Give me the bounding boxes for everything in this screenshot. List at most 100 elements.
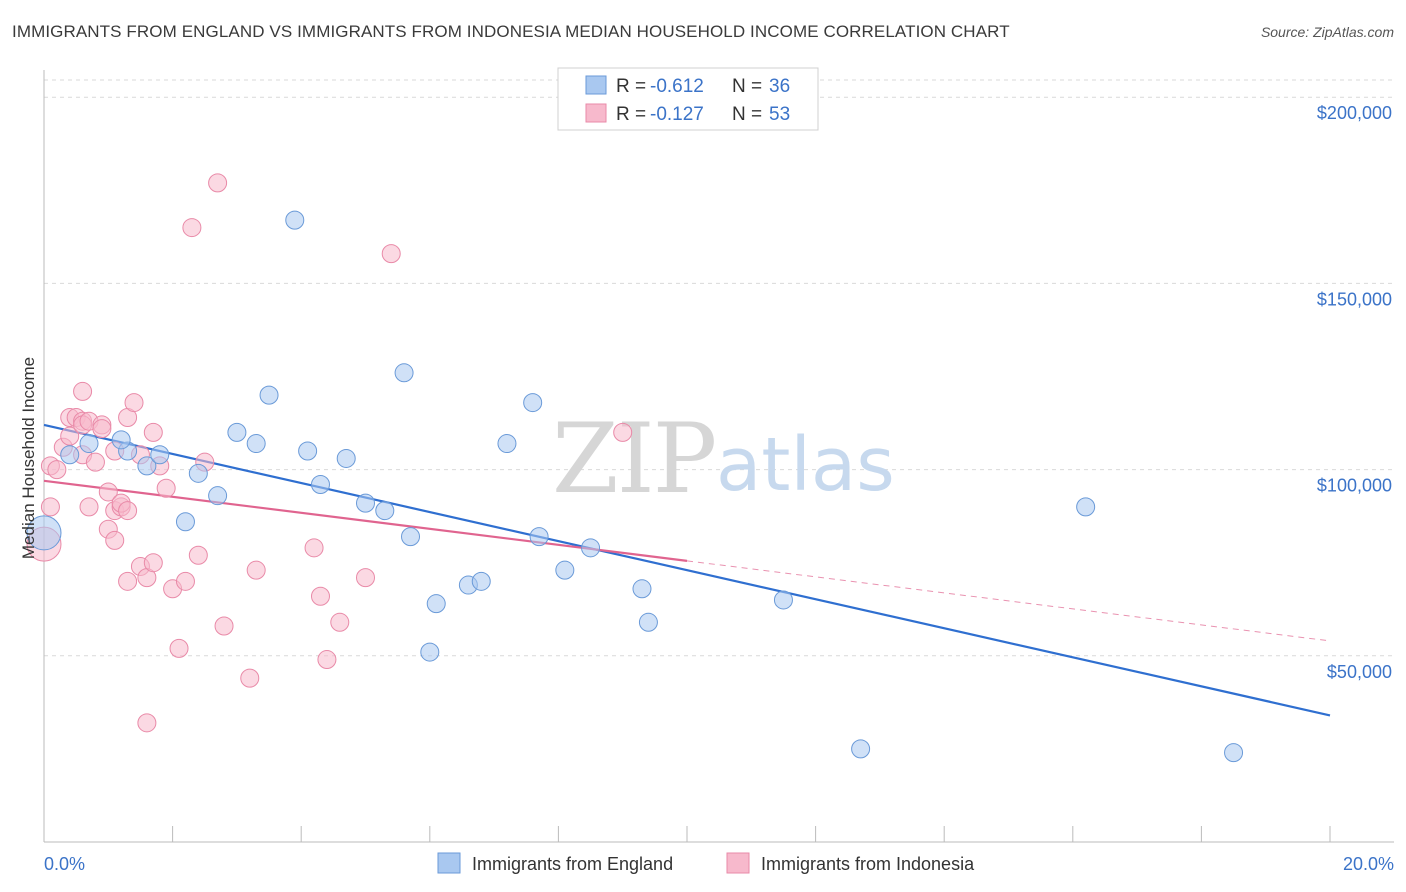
point-england [426,594,446,614]
scatter-points [26,173,1244,763]
point-indonesia [79,497,99,517]
point-england [523,393,543,413]
bottom-legend-label-indonesia: Immigrants from Indonesia [761,854,975,874]
y-tick-label: $200,000 [1317,103,1392,123]
point-indonesia [118,571,138,591]
point-indonesia [98,482,118,502]
point-england [175,512,195,532]
point-england [336,448,356,468]
point-england [497,434,517,454]
point-england [356,493,375,513]
trend-line-england [43,423,1331,717]
point-indonesia [182,218,202,238]
watermark: ZIP atlas [552,403,895,515]
point-indonesia [143,422,163,442]
legend-r-label-england: R = [616,76,646,97]
point-england [638,612,658,632]
point-england [773,590,793,610]
trend-line-indonesia [43,479,688,562]
point-indonesia [169,638,189,658]
point-indonesia [73,381,93,401]
watermark-atlas: atlas [716,422,895,508]
point-indonesia [317,650,337,670]
point-england [529,527,549,547]
point-indonesia [208,173,228,193]
point-indonesia [304,538,324,558]
point-england [420,642,440,662]
point-england [259,385,279,405]
gridlines [44,79,1394,657]
legend-r-label-indonesia: R = [616,104,646,125]
point-england [26,515,62,551]
x-tick-label-min: 0.0% [44,854,85,874]
y-tick-label: $150,000 [1317,289,1392,309]
point-england [227,422,247,442]
x-ticks [43,826,1331,842]
point-england [208,486,228,506]
legend-swatch-indonesia [585,103,607,123]
bottom-legend-swatch-indonesia [726,852,750,874]
point-england [375,501,395,521]
point-indonesia [381,244,401,264]
source-label: Source: ZipAtlas.com [1260,24,1394,40]
point-indonesia [143,553,163,573]
point-england [111,430,131,450]
point-indonesia [156,478,176,498]
trend-line-extension-indonesia [686,560,1331,642]
point-indonesia [85,452,105,472]
legend-n-label-england: N = [732,76,762,97]
legend-n-value-england: 36 [769,76,790,97]
point-indonesia [105,530,125,550]
trend-lines [43,423,1331,717]
point-indonesia [137,713,157,733]
chart-title: IMMIGRANTS FROM ENGLAND VS IMMIGRANTS FR… [12,22,1010,41]
point-england [310,475,330,495]
point-england [401,527,421,547]
point-england [150,445,170,465]
axes [43,70,1394,843]
point-indonesia [124,393,144,413]
point-england [60,445,80,465]
legend-swatch-england [585,75,607,95]
legend-r-value-indonesia: -0.127 [650,104,704,125]
stats-legend: R = -0.612 N = 36 R = -0.127 N = 53 [557,67,819,131]
y-axis-label: Median Household Income [19,357,38,559]
point-indonesia [60,426,80,446]
x-tick-label-max: 20.0% [1343,854,1394,874]
y-tick-label: $50,000 [1327,662,1392,682]
point-england [851,739,871,759]
legend-n-label-indonesia: N = [732,104,762,125]
point-england [137,456,157,476]
point-england [1224,743,1244,763]
legend-r-value-england: -0.612 [650,76,704,97]
point-england [246,434,266,454]
point-england [394,363,414,383]
point-indonesia [240,668,260,688]
legend-n-value-indonesia: 53 [769,104,790,125]
point-england [471,571,491,591]
bottom-legend-label-england: Immigrants from England [472,854,673,874]
point-indonesia [246,560,266,580]
y-tick-label: $100,000 [1317,476,1392,496]
point-england [298,441,318,461]
point-indonesia [92,419,112,439]
point-indonesia [310,586,330,606]
watermark-zip: ZIP [552,403,715,515]
series-legend: Immigrants from England Immigrants from … [437,852,975,874]
point-england [79,434,99,454]
point-indonesia [175,571,195,591]
point-indonesia [118,501,138,521]
point-england [285,210,305,230]
point-indonesia [613,422,633,442]
bottom-legend-swatch-england [437,852,461,874]
point-england [188,463,208,483]
point-indonesia [214,616,234,636]
point-indonesia [47,460,67,480]
point-indonesia [330,612,350,632]
point-indonesia [188,545,208,565]
y-tick-labels: $50,000 $100,000 $150,000 $200,000 [1317,103,1392,682]
point-indonesia [40,497,60,517]
point-england [1076,497,1096,517]
point-indonesia [356,568,375,588]
